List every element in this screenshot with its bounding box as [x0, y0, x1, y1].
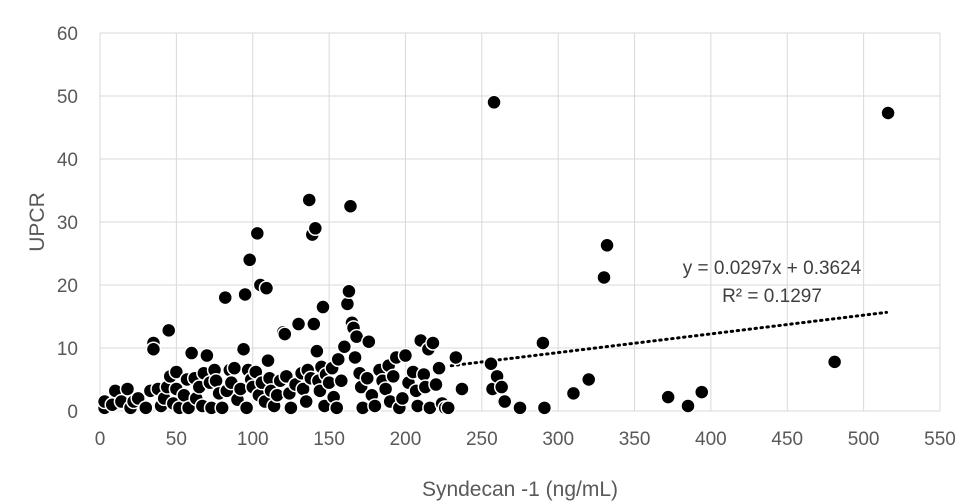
data-point: [397, 347, 414, 364]
data-point: [260, 352, 276, 369]
gridlines: [99, 32, 941, 412]
data-point: [454, 381, 470, 397]
data-point: [483, 356, 499, 372]
y-tick-label: 40: [57, 150, 78, 171]
y-tick-label: 50: [57, 87, 78, 108]
data-point: [512, 400, 528, 416]
data-point: [347, 349, 363, 366]
data-point: [486, 94, 502, 111]
data-point: [596, 269, 612, 286]
data-point: [214, 400, 230, 416]
data-point: [342, 198, 359, 214]
data-point: [826, 354, 843, 370]
x-axis-title: Syndecan -1 (ng/mL): [422, 478, 618, 501]
data-point: [880, 105, 896, 121]
data-point: [298, 393, 314, 410]
x-tick-label: 450: [771, 429, 803, 450]
y-axis-title: UPCR: [26, 192, 49, 252]
data-point: [238, 400, 255, 416]
data-point: [328, 400, 345, 416]
x-tick-label: 50: [166, 429, 187, 450]
x-tick-labels: 0 50 100 150 200 250 300 350 400 450 500 550: [95, 429, 956, 450]
data-point: [283, 400, 299, 416]
data-point: [330, 351, 347, 368]
data-point: [341, 283, 357, 300]
x-tick-label: 150: [313, 429, 345, 450]
data-point: [339, 296, 356, 312]
data-point: [565, 385, 582, 402]
data-point: [599, 237, 615, 254]
data-point: [199, 347, 215, 364]
data-point: [301, 192, 317, 208]
x-tick-label: 0: [95, 429, 106, 450]
data-point: [290, 316, 307, 332]
data-point: [168, 364, 185, 380]
x-tick-label: 350: [619, 429, 651, 450]
data-point: [425, 335, 441, 351]
data-point: [315, 299, 331, 315]
data-point: [258, 280, 275, 296]
data-point: [493, 379, 510, 395]
data-point: [496, 393, 513, 410]
trendline-group: [449, 310, 889, 368]
data-point: [416, 366, 432, 383]
data-point: [680, 398, 696, 414]
x-tick-label: 500: [848, 429, 880, 450]
trendline: [449, 310, 889, 368]
x-tick-label: 300: [542, 429, 574, 450]
y-tick-label: 10: [57, 339, 78, 360]
data-point: [693, 384, 710, 400]
data-point: [138, 400, 154, 416]
trendline-r-squared: R² = 0.1297: [722, 286, 822, 307]
data-point: [580, 371, 597, 388]
data-points: [96, 94, 896, 416]
data-point: [208, 373, 224, 389]
data-point: [183, 345, 200, 361]
x-tick-label: 550: [924, 429, 956, 450]
data-point: [307, 220, 324, 237]
data-point: [336, 338, 353, 355]
y-tick-label: 60: [57, 24, 78, 45]
data-point: [385, 368, 401, 385]
data-point: [367, 398, 383, 414]
data-point: [428, 376, 444, 393]
data-point: [277, 326, 293, 342]
data-point: [145, 341, 162, 358]
data-point: [237, 286, 253, 303]
y-tick-labels: 0 10 20 30 40 50 60: [57, 24, 78, 423]
data-point: [448, 349, 464, 366]
data-point: [241, 252, 258, 268]
y-tick-label: 30: [57, 213, 78, 234]
data-point: [309, 343, 325, 359]
trendline-equation: y = 0.0297x + 0.3624: [683, 258, 862, 279]
x-tick-label: 250: [466, 429, 498, 450]
y-tick-label: 20: [57, 276, 78, 297]
data-point: [217, 289, 233, 306]
data-point: [160, 322, 177, 339]
data-point: [535, 335, 551, 351]
data-point: [306, 316, 322, 332]
x-tick-label: 400: [695, 429, 727, 450]
data-point: [119, 381, 136, 397]
y-tick-label: 0: [67, 402, 78, 423]
x-tick-label: 100: [237, 429, 269, 450]
data-point: [536, 400, 553, 416]
data-point: [440, 400, 456, 416]
data-point: [431, 360, 447, 376]
data-point: [333, 373, 350, 389]
x-tick-label: 200: [390, 429, 422, 450]
data-point: [249, 225, 266, 242]
data-point: [235, 341, 252, 358]
data-point: [359, 370, 376, 386]
data-point: [226, 360, 243, 376]
data-point: [361, 333, 377, 350]
data-point: [660, 389, 676, 405]
data-point: [394, 390, 411, 407]
